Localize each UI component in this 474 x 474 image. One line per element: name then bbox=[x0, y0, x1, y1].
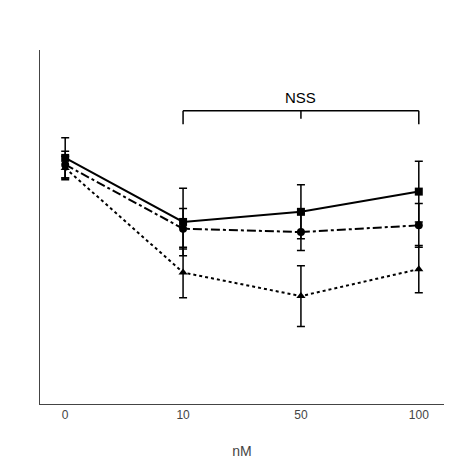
svg-text:50: 50 bbox=[294, 408, 308, 422]
svg-text:0: 0 bbox=[62, 408, 69, 422]
svg-text:100: 100 bbox=[409, 408, 429, 422]
svg-text:nM: nM bbox=[232, 443, 251, 459]
svg-text:NSS: NSS bbox=[285, 89, 316, 106]
svg-text:10: 10 bbox=[176, 408, 190, 422]
